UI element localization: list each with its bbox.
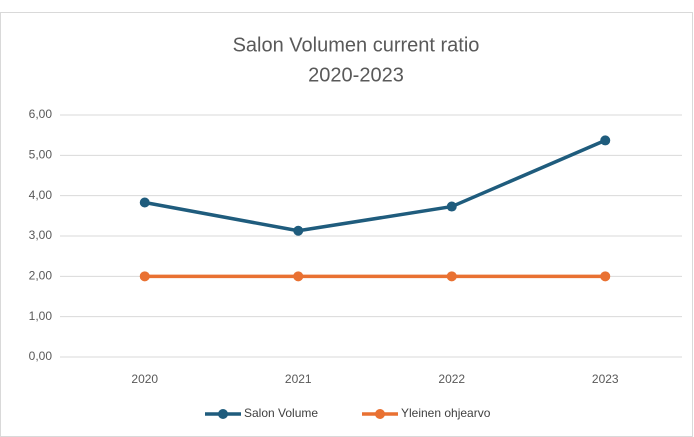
- data-point: [600, 135, 611, 146]
- data-point: [139, 271, 150, 282]
- y-tick-label: 6,00: [29, 107, 53, 121]
- y-tick-label: 2,00: [29, 269, 53, 283]
- data-point: [600, 271, 611, 282]
- data-point: [446, 201, 457, 212]
- y-tick-label: 4,00: [29, 188, 53, 202]
- data-point: [446, 271, 457, 282]
- y-tick-label: 0,00: [29, 349, 53, 363]
- legend-marker: [375, 409, 385, 419]
- chart-subtitle: 2020-2023: [308, 64, 404, 86]
- chart-title: Salon Volumen current ratio: [233, 34, 480, 56]
- legend-label: Yleinen ohjearvo: [401, 406, 491, 420]
- data-point: [293, 271, 304, 282]
- series-line: [144, 138, 606, 233]
- x-tick-label: 2023: [592, 372, 619, 386]
- legend-marker: [218, 409, 228, 419]
- y-tick-label: 1,00: [29, 309, 53, 323]
- y-tick-label: 3,00: [29, 228, 53, 242]
- x-tick-label: 2020: [131, 372, 158, 386]
- legend-label: Salon Volume: [244, 406, 318, 420]
- data-point: [139, 197, 150, 208]
- x-tick-label: 2022: [438, 372, 465, 386]
- x-tick-label: 2021: [285, 372, 312, 386]
- data-point: [293, 225, 304, 236]
- y-tick-label: 5,00: [29, 148, 53, 162]
